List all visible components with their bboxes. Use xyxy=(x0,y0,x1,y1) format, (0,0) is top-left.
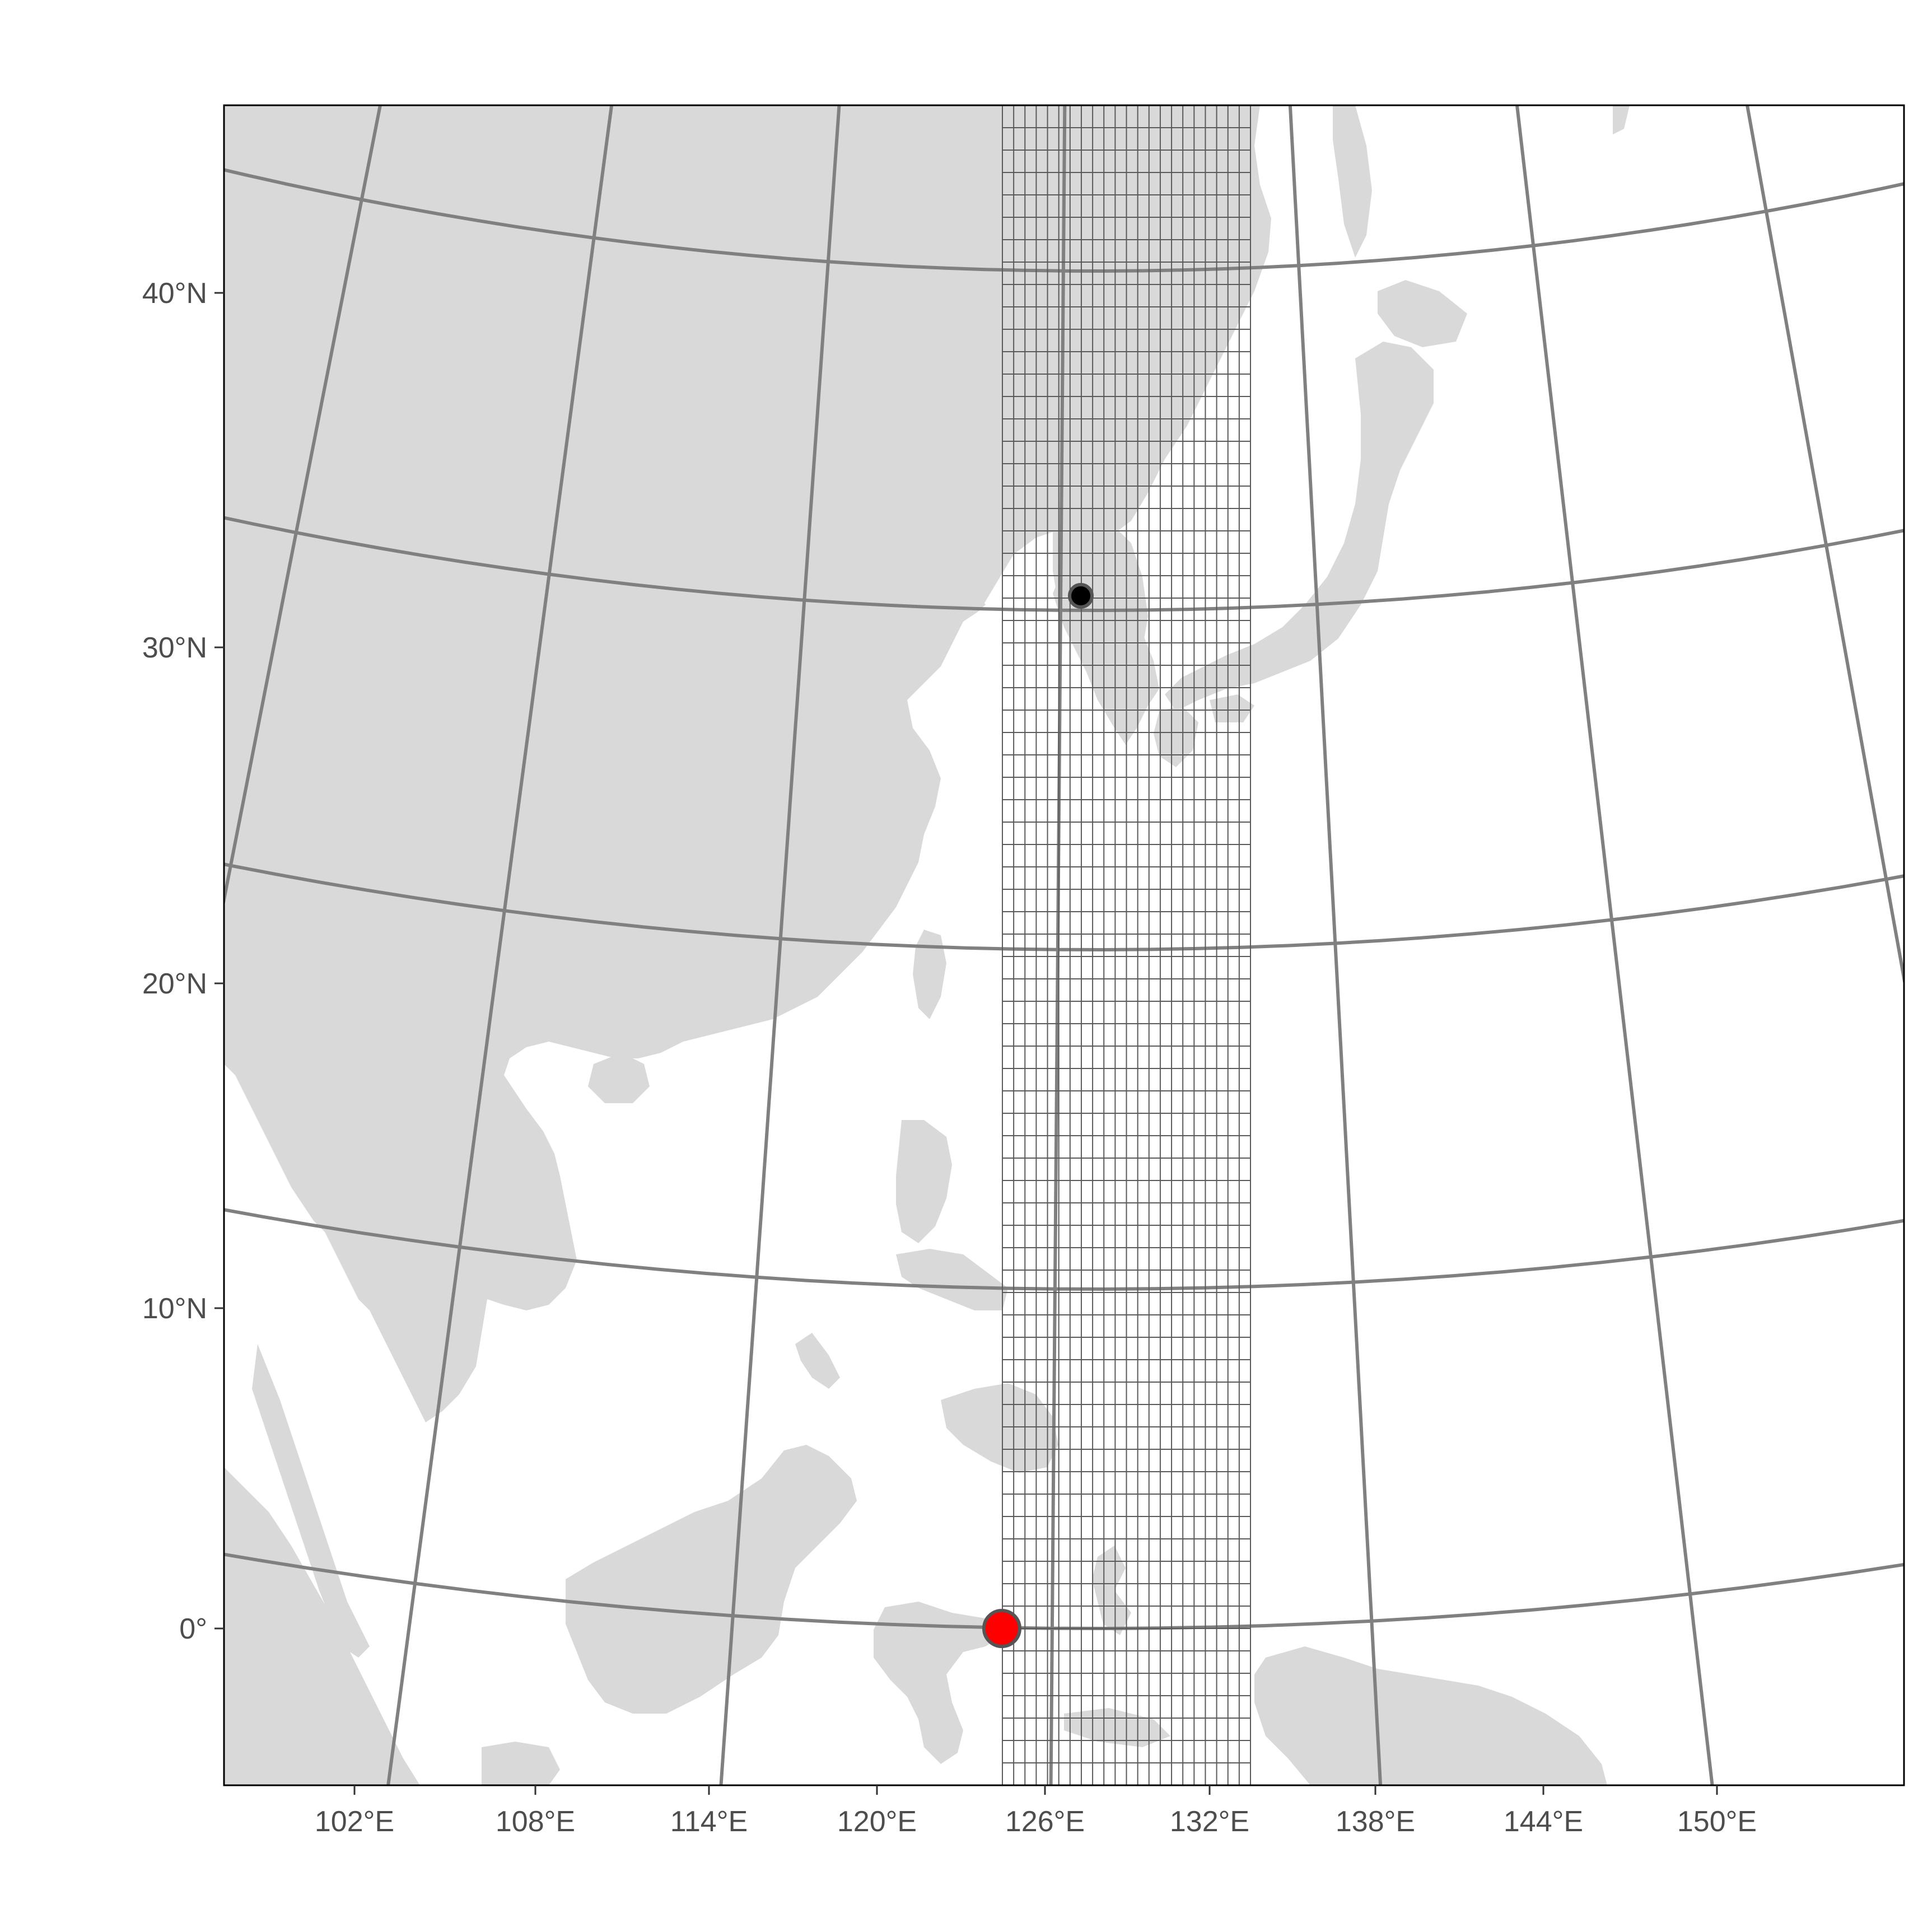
malay-peninsula xyxy=(252,1344,370,1658)
java xyxy=(482,1742,560,1785)
land-masses xyxy=(224,105,1630,1785)
halmahera xyxy=(1092,1546,1131,1635)
y-label-30N: 30°N xyxy=(142,632,207,664)
japan xyxy=(1165,342,1434,711)
red-point-marker xyxy=(982,1609,1021,1648)
parallel-20 xyxy=(224,862,1904,952)
x-label-108E: 108°E xyxy=(496,1805,575,1838)
kuril-fragment xyxy=(1613,105,1630,134)
x-label-150E: 150°E xyxy=(1677,1805,1757,1838)
y-label-40N: 40°N xyxy=(142,277,207,310)
x-label-138E: 138°E xyxy=(1336,1805,1415,1838)
meridian-132 xyxy=(1288,105,1383,1785)
new-guinea xyxy=(1254,1646,1607,1785)
borneo xyxy=(566,1445,857,1714)
meridian-114 xyxy=(386,105,614,1785)
meridian-138 xyxy=(1515,105,1714,1785)
luzon xyxy=(896,1120,952,1243)
shikoku xyxy=(1210,694,1254,722)
sumatra xyxy=(224,1467,420,1785)
x-label-102E: 102°E xyxy=(315,1805,394,1838)
black-point-marker xyxy=(1068,583,1094,609)
markers xyxy=(982,583,1094,1648)
korea xyxy=(1053,515,1148,672)
x-label-114E: 114°E xyxy=(670,1805,748,1838)
y-label-10N: 10°N xyxy=(142,1292,207,1325)
meridian-144 xyxy=(1746,105,1904,988)
sakhalin xyxy=(1333,105,1372,258)
x-label-144E: 144°E xyxy=(1504,1805,1583,1838)
sulawesi xyxy=(874,1602,1002,1764)
kyushu xyxy=(1154,706,1198,767)
mainland-asia xyxy=(224,105,1271,1422)
visayas xyxy=(896,1249,1008,1310)
mindanao xyxy=(941,1383,1058,1473)
meridian-108 xyxy=(224,105,382,908)
y-axis: 40°N 30°N 20°N 10°N 0° xyxy=(142,277,224,1645)
parallel-40 xyxy=(224,168,1904,273)
y-label-20N: 20°N xyxy=(142,968,207,1000)
panel-frame xyxy=(223,104,1905,1786)
x-label-120E: 120°E xyxy=(837,1805,917,1838)
parallel-0 xyxy=(224,1552,1904,1631)
x-axis: 102°E 108°E 114°E 120°E 126°E 132°E 138°… xyxy=(315,1785,1757,1838)
grid-overlay xyxy=(1002,105,1251,1785)
parallel-30 xyxy=(224,516,1904,613)
y-label-0: 0° xyxy=(179,1613,207,1645)
x-label-126E: 126°E xyxy=(1005,1805,1085,1838)
parallel-10 xyxy=(224,1208,1904,1291)
palawan xyxy=(795,1333,840,1389)
hokkaido xyxy=(1378,280,1467,347)
x-label-132E: 132°E xyxy=(1170,1805,1249,1838)
taiwan xyxy=(913,930,946,1019)
meridian-126 xyxy=(1049,105,1067,1785)
hainan xyxy=(588,1053,650,1103)
meridian-120 xyxy=(719,105,841,1785)
